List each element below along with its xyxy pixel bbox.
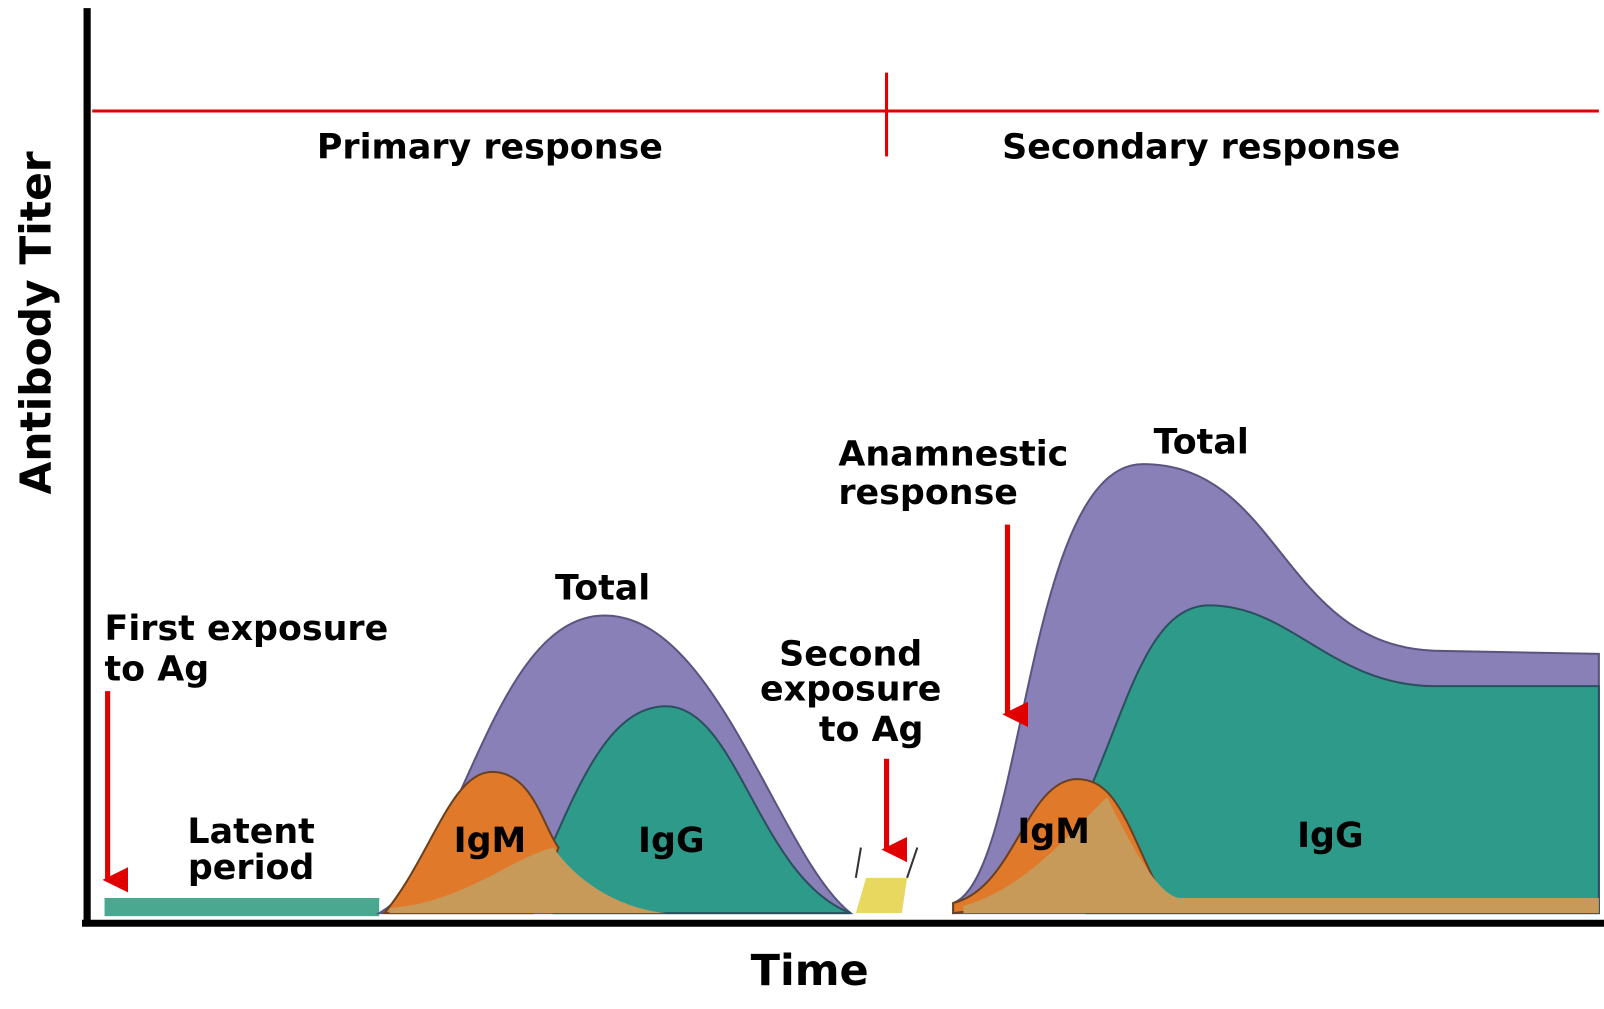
curve-label: Total bbox=[1154, 423, 1249, 463]
curve-label: IgG bbox=[1297, 816, 1363, 856]
latent-bar bbox=[105, 898, 380, 916]
annotation: period bbox=[188, 848, 315, 888]
curve-label: IgG bbox=[638, 821, 704, 861]
annotation: Latent bbox=[187, 812, 314, 852]
annotation: First exposure bbox=[105, 609, 389, 649]
annotation: to Ag bbox=[819, 710, 924, 750]
second-exposure-lines bbox=[856, 848, 917, 878]
annotation: exposure bbox=[760, 670, 941, 710]
page: Antibody Titer Time Primary response Sec… bbox=[0, 0, 1604, 1009]
annotation: response bbox=[838, 473, 1018, 513]
second-exposure-mark bbox=[856, 878, 907, 913]
annotation: Anamnestic bbox=[838, 435, 1068, 475]
curve-label: IgM bbox=[1017, 812, 1090, 852]
y-axis-label: Antibody Titer bbox=[11, 151, 61, 494]
phase-label: Primary response bbox=[317, 128, 663, 168]
curve-label: IgM bbox=[454, 821, 527, 861]
annotation: Second bbox=[779, 635, 922, 675]
phase-label: Secondary response bbox=[1002, 128, 1400, 168]
x-axis-label: Time bbox=[751, 946, 869, 996]
curve-label: Total bbox=[555, 569, 650, 609]
diagram: Antibody Titer Time Primary response Sec… bbox=[0, 0, 1604, 1009]
annotation: to Ag bbox=[105, 650, 210, 690]
